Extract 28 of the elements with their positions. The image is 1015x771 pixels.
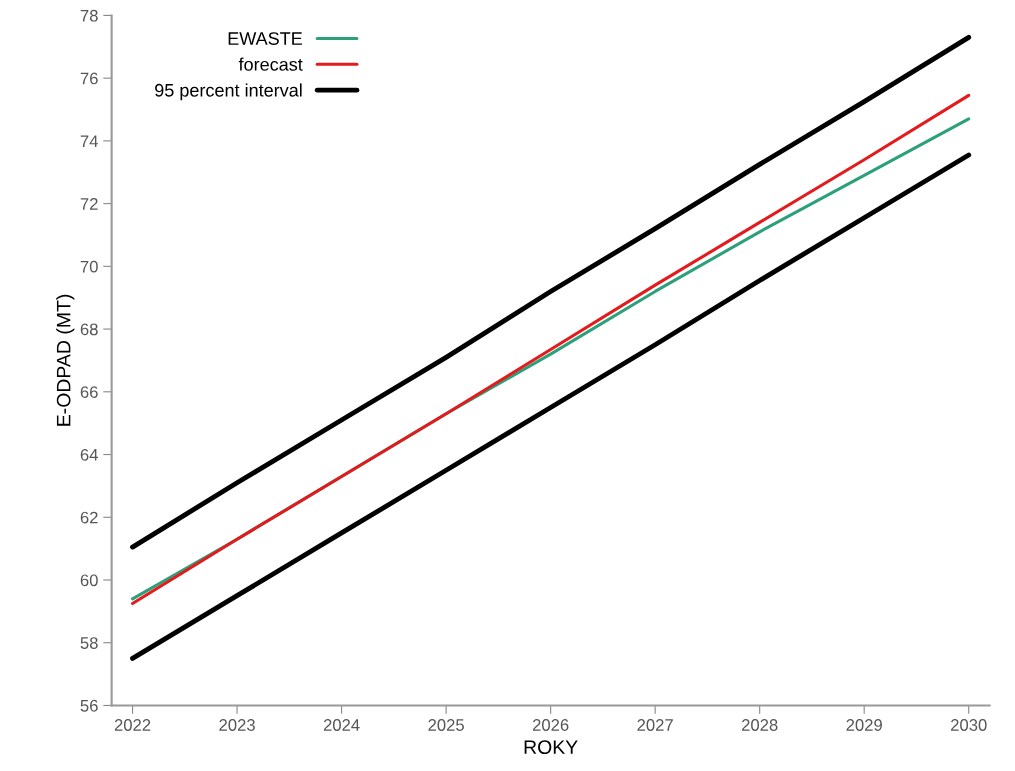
y-tick-label: 68 (80, 323, 98, 336)
x-tick-label: 2024 (323, 719, 360, 731)
x-tick-label: 2030 (951, 719, 987, 731)
legend-label: EWASTE (228, 32, 302, 45)
y-tick-label: 78 (80, 9, 98, 22)
line-series (130, 152, 972, 661)
y-tick-label: 58 (80, 637, 98, 649)
y-tick-label: 72 (80, 198, 98, 210)
x-tick-label: 2025 (428, 719, 464, 731)
line-series (130, 34, 972, 550)
x-tick-label: 2026 (532, 719, 569, 731)
y-tick-label: 62 (80, 511, 98, 524)
y-tick-label: 74 (80, 135, 98, 147)
y-axis-title: E-ODPAD (MT) (56, 294, 75, 426)
legend-label: 95 percent interval (155, 83, 302, 101)
x-axis-title: ROKY (524, 740, 578, 755)
x-tick-label: 2028 (741, 719, 778, 731)
x-tick-label: 2022 (114, 719, 151, 731)
legend-label: forecast (238, 57, 303, 71)
y-tick-label: 56 (80, 699, 98, 712)
y-tick-label: 64 (80, 448, 98, 461)
y-tick-label: 76 (80, 72, 98, 85)
x-tick-label: 2027 (637, 719, 673, 731)
y-tick-label: 70 (80, 260, 98, 273)
y-tick-label: 60 (80, 574, 98, 587)
x-tick-label: 2023 (219, 719, 255, 731)
y-tick-label: 66 (80, 386, 98, 399)
x-tick-label: 2029 (846, 719, 882, 731)
